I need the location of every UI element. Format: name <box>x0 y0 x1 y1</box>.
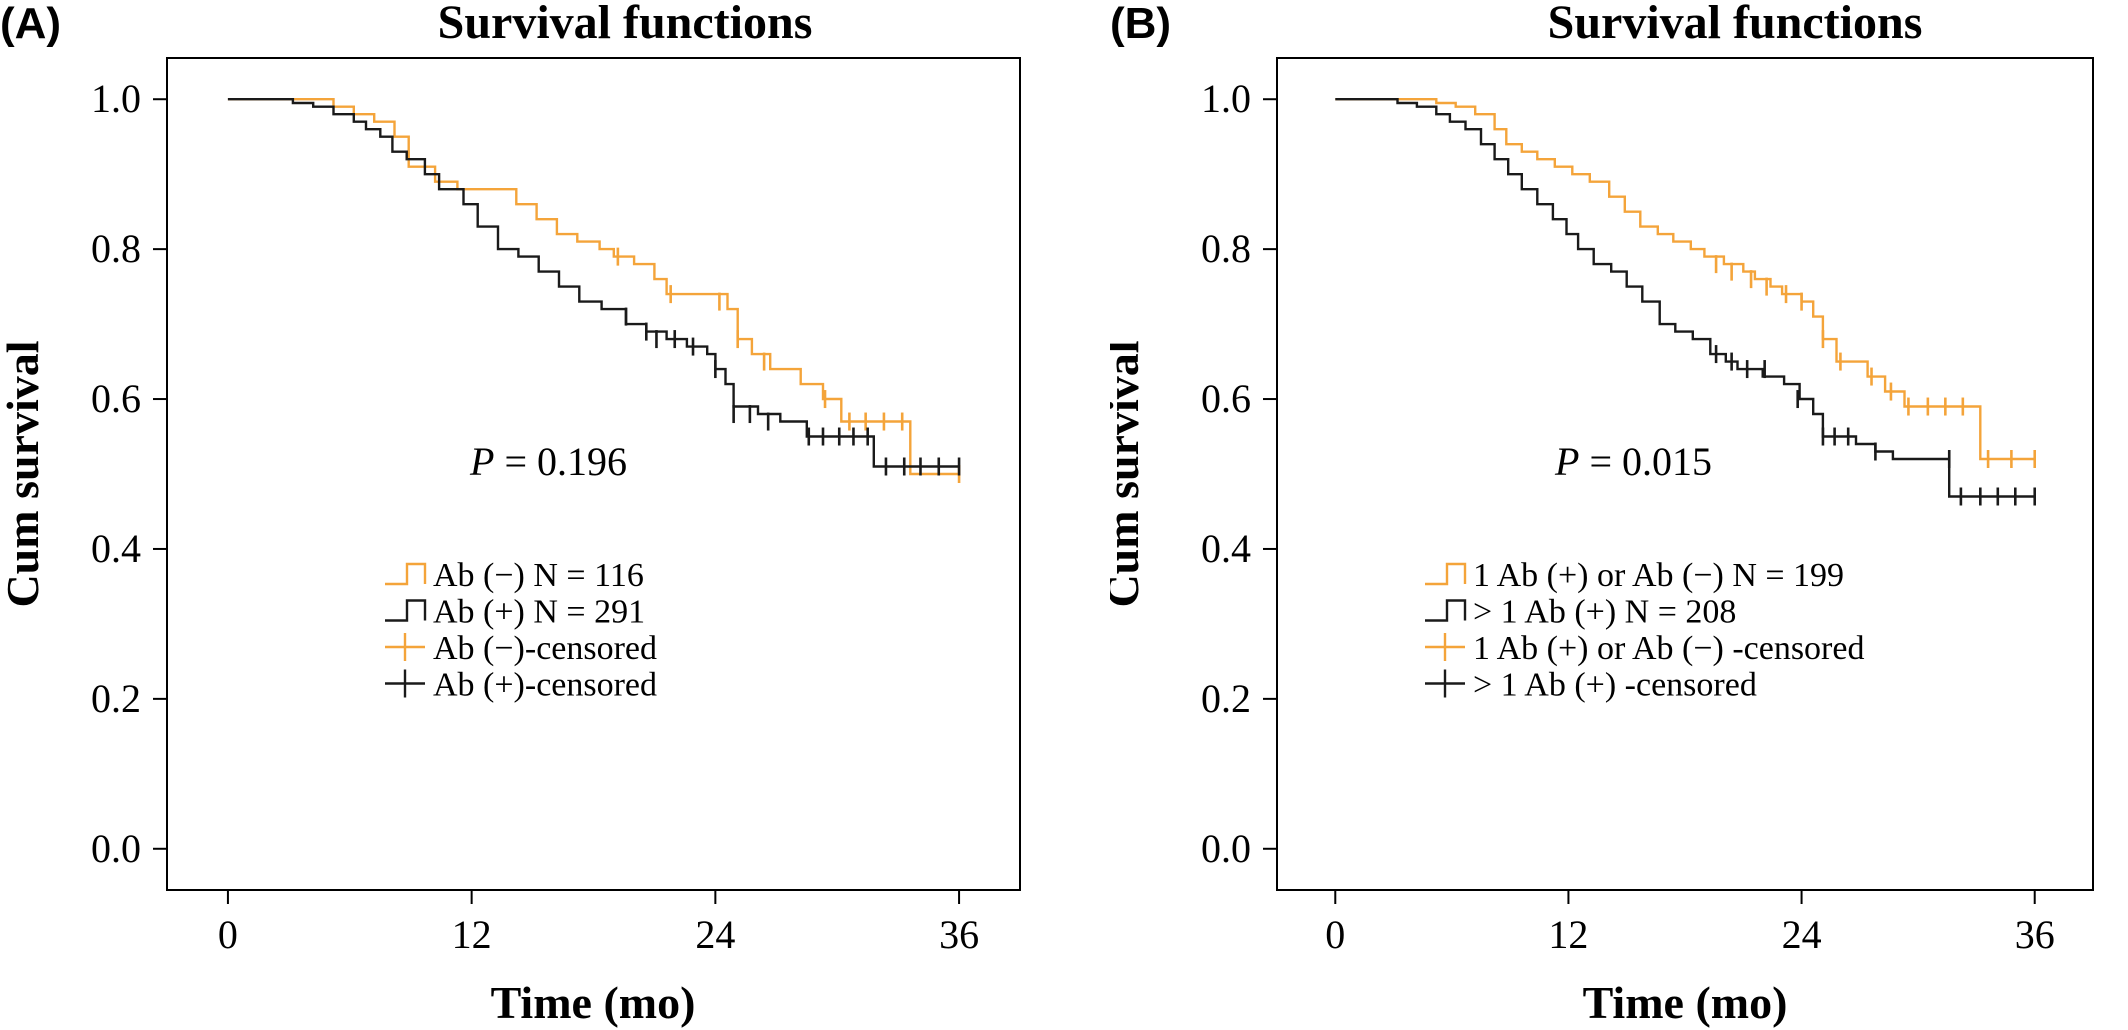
panel-label: (B) <box>1110 0 1171 48</box>
legend-censor-swatch <box>1425 669 1465 698</box>
panel-b: (B) Survival functions 0.0 0.2 0.4 0.6 0.8 1.… <box>1110 0 2128 1030</box>
legend-label: 1 Ab (+) or Ab (−) N = 199 <box>1473 557 1844 594</box>
legend-censor-swatch <box>1425 633 1465 661</box>
legend-label: > 1 Ab (+) -censored <box>1473 667 1757 704</box>
legend-label: Ab (−) N = 116 <box>433 557 644 594</box>
y-axis-title: Cum survival <box>0 340 48 607</box>
legend-step-swatch <box>385 599 427 622</box>
y-tick-label: 1.0 <box>1201 76 1251 121</box>
legend-step-swatch <box>1425 599 1467 622</box>
y-tick-label: 0.6 <box>1201 376 1251 421</box>
legend: 1 Ab (+) or Ab (−) N = 199> 1 Ab (+) N =… <box>1425 557 1864 704</box>
x-axis-title: Time (mo) <box>491 977 696 1028</box>
y-tick-label: 0.8 <box>91 226 141 271</box>
legend-step-swatch <box>1425 562 1467 586</box>
legend-step-swatch <box>385 562 427 586</box>
y-axis-title: Cum survival <box>1110 340 1148 607</box>
p-value: = 0.196 <box>494 439 627 484</box>
legend-label: Ab (+) N = 291 <box>433 594 645 631</box>
series-line-orange <box>1335 98 2035 461</box>
p-symbol: P <box>469 439 494 484</box>
p-value: = 0.015 <box>1579 439 1712 484</box>
panel-a: (A) Survival functions 0.0 0.2 0.4 0.6 0.8 1.… <box>0 0 1021 1028</box>
x-tick-label: 0 <box>218 912 238 957</box>
axes: 0.0 0.2 0.4 0.6 0.8 1.0 0 12 24 36 <box>1201 76 2055 957</box>
x-tick-label: 0 <box>1325 912 1345 957</box>
legend-label: Ab (+)-censored <box>433 667 657 704</box>
series-line-black <box>227 98 960 468</box>
x-axis-title: Time (mo) <box>1583 977 1788 1028</box>
legend-label: > 1 Ab (+) N = 208 <box>1473 594 1736 631</box>
plot-frame <box>1276 57 2094 891</box>
x-tick-label: 24 <box>1782 912 1822 957</box>
y-tick-label: 0.2 <box>91 676 141 721</box>
y-tick-label: 0.8 <box>1201 226 1251 271</box>
panel-label: (A) <box>0 0 61 48</box>
x-tick-label: 12 <box>1548 912 1588 957</box>
series-layer <box>1335 98 2037 506</box>
y-tick-label: 1.0 <box>91 76 141 121</box>
y-tick-label: 0.2 <box>1201 676 1251 721</box>
p-value-annotation: P = 0.015 <box>1554 439 1712 484</box>
series-layer <box>227 98 961 483</box>
x-tick-label: 24 <box>695 912 735 957</box>
series-line-orange <box>227 98 960 476</box>
legend-label: 1 Ab (+) or Ab (−) -censored <box>1473 630 1864 667</box>
y-tick-label: 0.4 <box>1201 526 1251 571</box>
x-tick-label: 12 <box>452 912 492 957</box>
y-tick-label: 0.0 <box>91 826 141 871</box>
km-chart-a: (A) Survival functions 0.0 0.2 0.4 0.6 0.8 1.… <box>0 0 1021 1028</box>
legend-label: Ab (−)-censored <box>433 630 657 667</box>
y-tick-label: 0.0 <box>1201 826 1251 871</box>
chart-title: Survival functions <box>1548 0 1923 49</box>
series-line-black <box>1335 98 2035 498</box>
y-tick-label: 0.4 <box>91 526 141 571</box>
p-value-annotation: P = 0.196 <box>469 439 627 484</box>
km-chart-b: (B) Survival functions 0.0 0.2 0.4 0.6 0.8 1.… <box>1110 0 2094 1028</box>
legend-censor-swatch <box>385 633 425 661</box>
y-tick-label: 0.6 <box>91 376 141 421</box>
axes: 0.0 0.2 0.4 0.6 0.8 1.0 0 12 24 36 <box>91 76 979 957</box>
plot-frame <box>166 57 1021 891</box>
legend-censor-swatch <box>385 669 425 698</box>
x-tick-label: 36 <box>2015 912 2055 957</box>
p-symbol: P <box>1554 439 1579 484</box>
chart-title: Survival functions <box>438 0 813 49</box>
x-tick-label: 36 <box>939 912 979 957</box>
